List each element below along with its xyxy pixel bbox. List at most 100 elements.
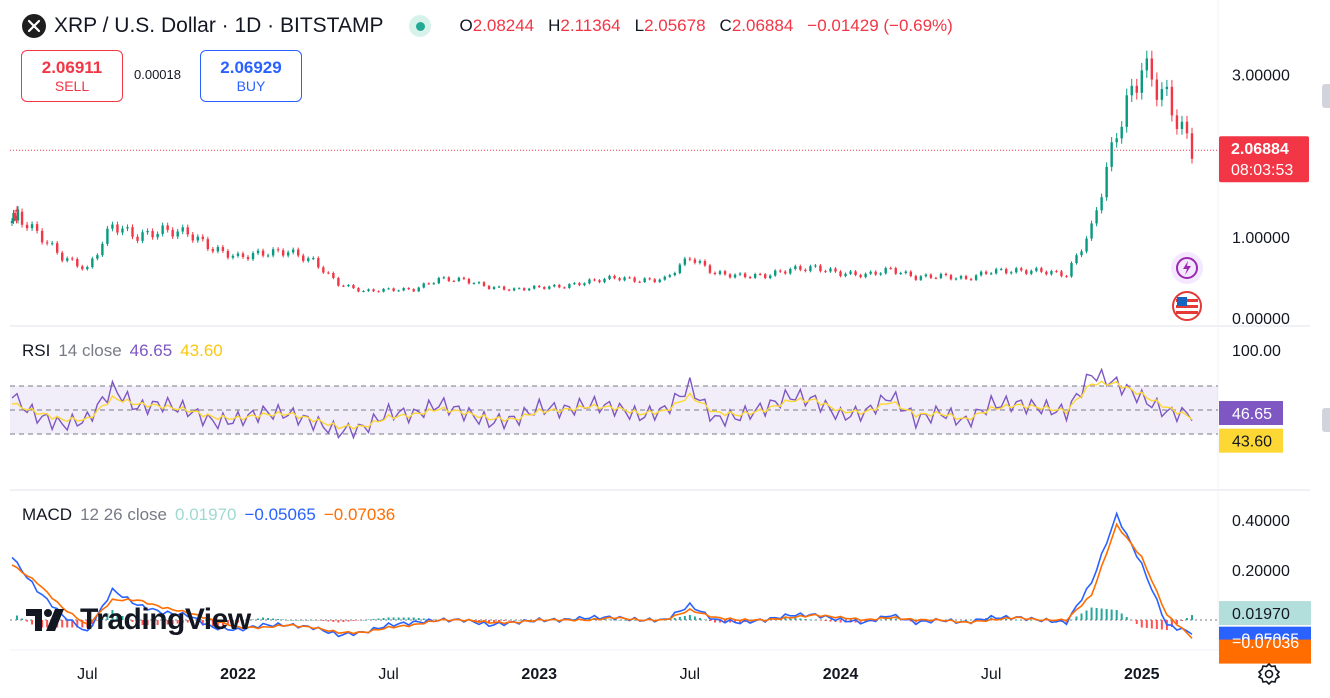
- time-tick-label: 2022: [220, 666, 256, 683]
- symbol-title[interactable]: XRP / U.S. Dollar · 1D · BITSTAMP: [54, 14, 384, 37]
- macd-hist-bar: [839, 620, 842, 623]
- macd-hist-bar: [1140, 620, 1143, 628]
- macd-legend[interactable]: MACD 12 26 close 0.01970 −0.05065 −0.070…: [22, 505, 395, 525]
- candle-body: [291, 249, 295, 253]
- candle-body: [226, 250, 230, 258]
- candle-body: [809, 266, 812, 271]
- macd-hist-bar: [960, 620, 963, 621]
- candle-body: [151, 231, 154, 238]
- macd-hist-bar: [1030, 620, 1033, 621]
- candle-body: [25, 224, 29, 229]
- macd-pane[interactable]: [10, 511, 1218, 639]
- candle-body: [362, 291, 365, 293]
- macd-hist-bar: [804, 619, 807, 620]
- rsi-name: RSI: [22, 341, 51, 360]
- macd-hist-bar: [347, 620, 350, 622]
- lightning-icon[interactable]: [1171, 252, 1203, 284]
- macd-hist-value: 0.01970: [175, 505, 237, 524]
- macd-hist-bar: [191, 620, 194, 624]
- settings-gear-icon[interactable]: [1257, 662, 1281, 686]
- macd-hist-bar: [377, 618, 380, 620]
- candle-body: [889, 268, 892, 270]
- macd-hist-bar: [76, 620, 79, 628]
- candle-body: [141, 232, 144, 241]
- candle-body: [472, 283, 476, 285]
- price-pane[interactable]: [10, 50, 1218, 293]
- candle-body: [799, 266, 802, 270]
- candle-body: [1135, 85, 1138, 93]
- us-flag-icon[interactable]: [1171, 290, 1203, 322]
- candle-body: [628, 277, 631, 279]
- candle-body: [487, 285, 491, 289]
- macd-hist-bar: [226, 620, 229, 625]
- candle-body: [929, 274, 933, 278]
- macd-hist-bar: [387, 617, 390, 620]
- market-status-icon[interactable]: [409, 15, 432, 37]
- candle-body: [789, 268, 792, 274]
- candle-body: [663, 276, 666, 280]
- rsi-tick-label: 100.00: [1232, 343, 1281, 360]
- macd-hist-bar: [879, 619, 882, 620]
- macd-hist-bar: [688, 615, 691, 620]
- candle-body: [733, 274, 737, 278]
- macd-hist-bar: [934, 620, 937, 621]
- candle-body: [517, 288, 521, 290]
- close-icon[interactable]: [22, 14, 46, 38]
- macd-hist-bar: [859, 620, 862, 623]
- open-value: 2.08244: [472, 16, 535, 35]
- time-tick-label: 2025: [1124, 666, 1160, 683]
- candle-body: [819, 265, 822, 272]
- time-tick-label: Jul: [77, 666, 97, 683]
- candle-body: [919, 276, 923, 280]
- candle-body: [834, 268, 837, 272]
- candle-body: [924, 274, 928, 277]
- macd-hist-bar: [759, 620, 762, 621]
- right-scroll-handle[interactable]: [1322, 84, 1330, 108]
- macd-hist-bar: [196, 620, 199, 625]
- candle-body: [342, 285, 345, 287]
- candle-body: [347, 285, 350, 287]
- buy-button[interactable]: 2.06929 BUY: [200, 50, 302, 102]
- macd-hist-bar: [121, 616, 124, 620]
- macd-hist-bar: [267, 618, 270, 620]
- candle-body: [1105, 166, 1108, 198]
- tradingview-logo[interactable]: TradingView: [26, 603, 251, 637]
- candle-body: [779, 270, 782, 272]
- macd-hist-bar: [734, 620, 737, 623]
- candle-body: [859, 274, 862, 278]
- macd-hist-bar: [272, 618, 275, 620]
- macd-hist-bar: [332, 620, 335, 622]
- macd-hist-bar: [292, 620, 295, 621]
- macd-hist-bar: [698, 618, 701, 620]
- macd-hist-bar: [1125, 617, 1128, 620]
- macd-signal-last-label: −0.07036: [1232, 635, 1299, 652]
- candle-body: [1050, 271, 1053, 275]
- time-tick-label: 2023: [521, 666, 557, 683]
- candle-body: [266, 255, 270, 257]
- candle-body: [708, 265, 712, 273]
- sell-button[interactable]: 2.06911 SELL: [21, 50, 123, 102]
- candle-body: [76, 259, 79, 267]
- rsi-ma-last-label-bg: [1219, 428, 1283, 453]
- macd-hist-bar: [367, 619, 370, 620]
- candle-body: [146, 231, 149, 233]
- candle-body: [55, 243, 59, 253]
- macd-hist-bar: [176, 620, 179, 624]
- candle-body: [1065, 276, 1068, 278]
- candle-body: [166, 225, 169, 230]
- change-value: −0.01429 (−0.69%): [807, 16, 953, 35]
- macd-hist-bar: [1020, 620, 1023, 621]
- candle-body: [206, 239, 210, 250]
- candle-body: [106, 228, 109, 244]
- macd-hist-bar: [809, 619, 812, 620]
- rsi-pane[interactable]: [10, 367, 1218, 440]
- candle-body: [713, 272, 717, 275]
- rsi-legend[interactable]: RSI 14 close 46.65 43.60: [22, 341, 223, 361]
- macd-hist-bar: [633, 620, 636, 621]
- macd-hist-bar: [1005, 619, 1008, 620]
- macd-line: [11, 511, 1193, 638]
- candle-body: [191, 234, 194, 241]
- close-key: C: [719, 16, 732, 35]
- right-scroll-handle[interactable]: [1322, 408, 1330, 432]
